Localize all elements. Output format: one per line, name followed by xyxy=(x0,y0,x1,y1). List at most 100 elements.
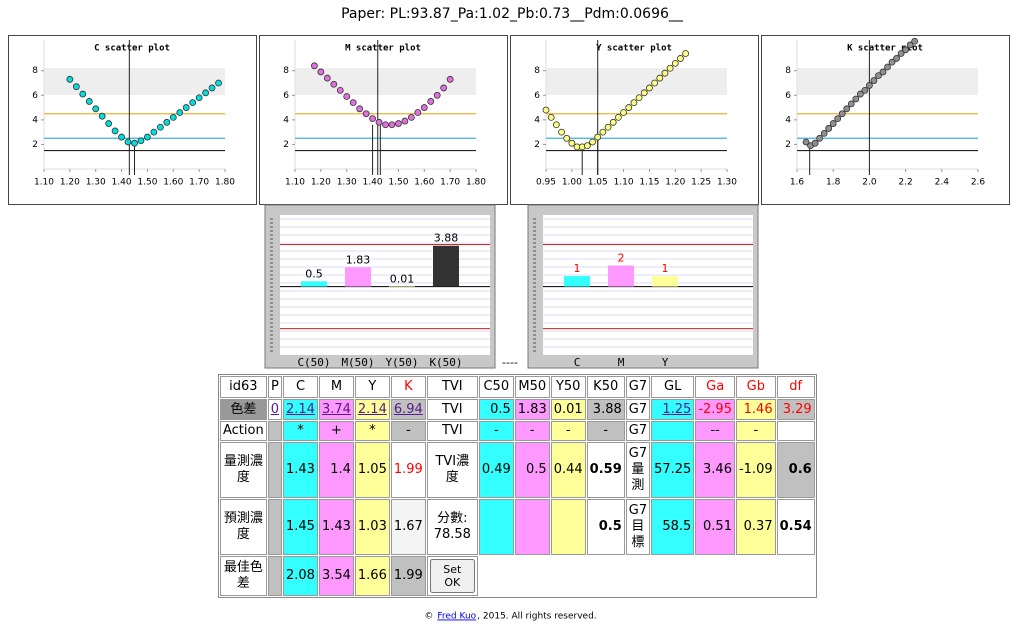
bar xyxy=(345,267,371,287)
cell-text: M50 xyxy=(518,379,547,394)
table-cell: 0.6 xyxy=(776,442,815,498)
category-label: K(50) xyxy=(429,356,462,369)
page-title: Paper: PL:93.87_Pa:1.02_Pb:0.73__Pdm:0.0… xyxy=(341,6,684,22)
table-cell: 1.45 xyxy=(283,499,318,555)
table-cell: id63 xyxy=(220,376,267,398)
footer-copyright: © xyxy=(424,612,433,622)
x-tick-label: 1.50 xyxy=(137,178,157,188)
value-link[interactable]: 2.14 xyxy=(357,401,387,417)
scatter-point xyxy=(615,114,622,121)
bar-panel: 0.5 C(50) 1.83 M(50) 0.01 Y(50) 3.88 K(50) xyxy=(264,204,496,369)
cell-text: Y50 xyxy=(555,379,581,394)
cell-text: 0.51 xyxy=(703,519,732,534)
table-cell: 58.5 xyxy=(651,499,695,555)
scatter-point xyxy=(816,134,824,142)
table-cell: G7目標 xyxy=(625,499,651,555)
cell-text: 0.59 xyxy=(589,462,622,477)
y-tick-label: 2 xyxy=(785,140,791,150)
scatter-point xyxy=(433,91,441,99)
scatter-point xyxy=(847,100,855,108)
scatter-point xyxy=(897,50,905,57)
y-tick-label: 8 xyxy=(534,66,540,76)
value-link[interactable]: 3.74 xyxy=(321,401,351,417)
scatter-point xyxy=(330,80,338,88)
scatter-point xyxy=(820,129,828,137)
panel-frame xyxy=(761,35,1010,205)
value-link[interactable]: 2.14 xyxy=(286,401,315,417)
scatter-point xyxy=(870,77,878,84)
table-cell xyxy=(514,499,550,555)
cell-text: G7 xyxy=(628,423,648,438)
cell-text: G7量測 xyxy=(628,446,648,493)
table-cell: C xyxy=(283,376,318,398)
scatter-point xyxy=(72,83,80,91)
scatter-point xyxy=(323,74,331,82)
table-cell: 最佳色差 xyxy=(220,556,267,596)
x-tick-label: 0.95 xyxy=(536,178,556,188)
table-cell: 0.5 xyxy=(478,399,514,420)
table-cell: -- xyxy=(695,421,735,441)
scatter-point xyxy=(589,138,596,146)
scatter-point xyxy=(671,59,679,67)
x-tick-label: 1.60 xyxy=(163,178,183,188)
table-cell: 色差 xyxy=(220,399,267,420)
scatter-point xyxy=(182,104,190,111)
scatter-point xyxy=(547,114,555,121)
table-filler xyxy=(479,556,815,596)
y-tick-label: 4 xyxy=(534,115,540,125)
bar-value-label: 1 xyxy=(662,262,669,275)
x-tick-label: 1.80 xyxy=(466,178,486,188)
y-tick-label: 6 xyxy=(785,91,791,101)
cell-text: 3.46 xyxy=(703,462,732,477)
cell-text: Y xyxy=(368,379,377,394)
scatter-point xyxy=(137,137,145,145)
table-cell xyxy=(267,499,282,555)
table-cell: Set OK xyxy=(426,556,478,596)
y-tick-label: 8 xyxy=(785,66,791,76)
table-cell xyxy=(267,442,282,498)
value-link[interactable]: 0 xyxy=(270,401,279,417)
table-cell: 2.08 xyxy=(283,556,318,596)
footer-link[interactable]: Fred Kuo xyxy=(437,612,476,622)
cell-text: 1.05 xyxy=(357,462,387,477)
scatter-point xyxy=(343,93,351,100)
separator: ---- xyxy=(502,356,518,369)
y-tick-label: 4 xyxy=(283,115,289,125)
plot-band xyxy=(797,68,978,95)
scatter-point xyxy=(542,106,550,114)
table-cell xyxy=(651,421,695,441)
value-link[interactable]: 6.94 xyxy=(393,401,423,417)
table-cell: 1.43 xyxy=(318,499,354,555)
x-tick-label: 1.30 xyxy=(717,178,737,188)
cell-text: -- xyxy=(710,423,720,438)
scatter-point xyxy=(356,105,364,113)
value-link[interactable]: 1.25 xyxy=(662,401,692,417)
scatter-panel: M scatter plot 2 4 6 8 1.10 1.20 1.30 1.40 1.50 1.… xyxy=(259,35,508,205)
result-table: id63 P C M Y K TVI C50 M50 Y50 K50 G7 GL Ga Gb df 色差 0 2.1… xyxy=(218,374,817,598)
table-cell: - xyxy=(550,421,586,441)
cell-text: TVI xyxy=(441,423,463,438)
set-ok-button[interactable]: Set OK xyxy=(429,559,475,593)
cell-text: + xyxy=(330,423,342,438)
table-cell: TVI xyxy=(426,376,478,398)
table-cell: 1.99 xyxy=(390,442,426,498)
scatter-panel: Y scatter plot 2 4 6 8 0.95 1.00 1.05 1.10 1.15 1.… xyxy=(510,35,759,205)
scatter-point xyxy=(558,128,565,136)
table-cell: Gb xyxy=(735,376,776,398)
plot-title: M scatter plot xyxy=(345,44,421,54)
scatter-point xyxy=(625,104,633,111)
bar xyxy=(608,265,634,287)
scatter-point xyxy=(666,64,674,72)
cell-text: 0.5 xyxy=(490,401,511,417)
table-cell: G7量測 xyxy=(625,442,651,498)
x-tick-label: 1.8 xyxy=(826,178,841,188)
scatter-point xyxy=(395,120,402,127)
scatter-point xyxy=(893,55,900,62)
table-cell: 3.46 xyxy=(695,442,735,498)
y-tick-label: 2 xyxy=(32,140,38,150)
bar xyxy=(433,245,459,287)
cell-text: 量測濃度 xyxy=(223,454,263,485)
x-tick-label: 1.20 xyxy=(311,178,331,188)
cell-text: 0.49 xyxy=(481,462,511,477)
scatter-point xyxy=(640,89,648,97)
